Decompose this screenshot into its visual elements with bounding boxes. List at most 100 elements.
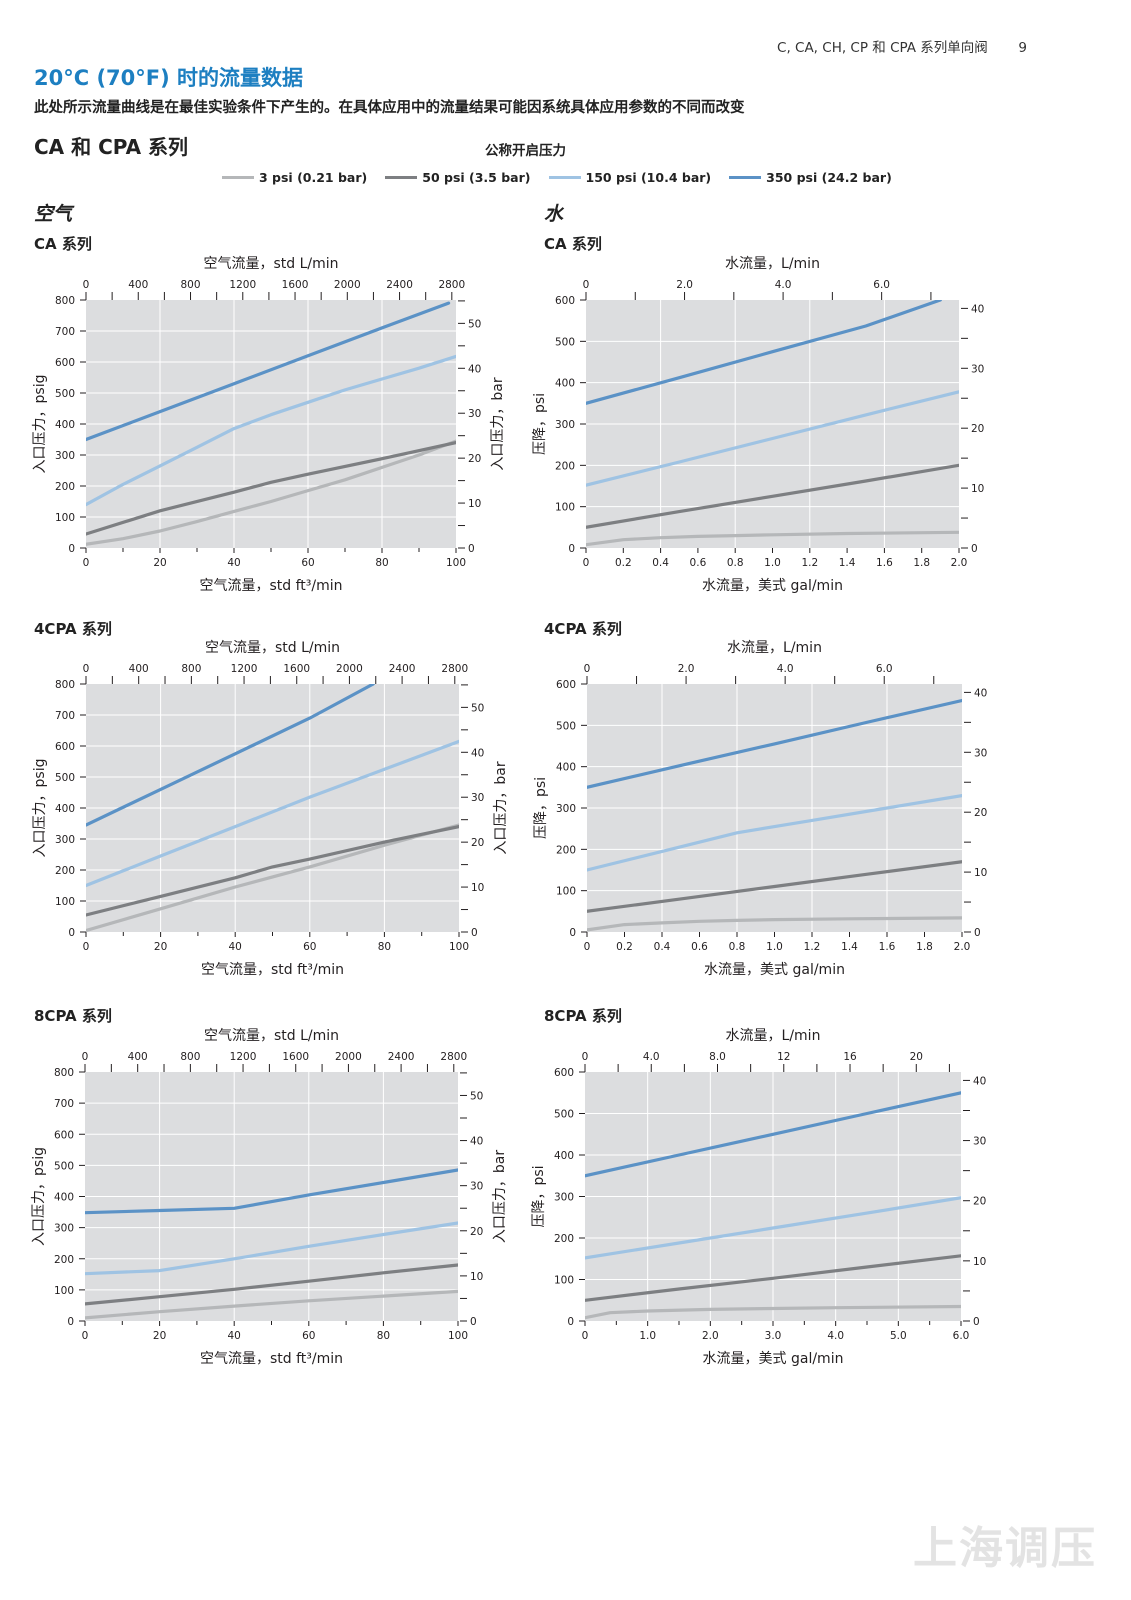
- y-tick-label-air-4cpa: 600: [55, 741, 75, 753]
- x-tick-label-air-4cpa: 60: [303, 941, 316, 953]
- x-tick-label-water-8cpa: 0: [582, 1330, 589, 1342]
- running-title: C, CA, CH, CP 和 CPA 系列单向阀: [777, 40, 988, 56]
- legend-label-3psi: 3 psi (0.21 bar): [259, 169, 368, 185]
- x-tick-label-water-8cpa: 5.0: [890, 1330, 907, 1342]
- x-axis-title-air-4cpa: 空气流量，std ft³/min: [201, 962, 344, 978]
- y-tick-label-air-8cpa: 800: [54, 1067, 74, 1079]
- series-line-150psi-air-ca: [86, 354, 456, 507]
- y2-tick-label-air-ca: 50: [468, 318, 481, 330]
- y2-tick-label-air-ca: 20: [468, 453, 481, 465]
- y-tick-label-water-4cpa: 300: [556, 803, 576, 815]
- series-line-150psi-water-4cpa: [587, 793, 962, 872]
- x2-axis-title-water-8cpa: 水流量，L/min: [726, 1028, 821, 1044]
- column-heading-water: 水: [544, 203, 564, 225]
- x2-axis-title-air-4cpa: 空气流量，std L/min: [205, 640, 340, 656]
- x2-tick-label-air-8cpa: 1200: [230, 1051, 257, 1063]
- y-tick-label-air-ca: 300: [55, 450, 75, 462]
- y2-tick-label-air-4cpa: 10: [471, 882, 484, 894]
- x-tick-label-water-ca: 0.8: [727, 557, 744, 569]
- x-tick-label-water-ca: 1.0: [764, 557, 781, 569]
- x2-tick-label-air-8cpa: 400: [128, 1051, 148, 1063]
- y-tick-label-air-8cpa: 300: [54, 1223, 74, 1235]
- series-line-350psi-air-8cpa: [85, 1168, 458, 1215]
- y2-tick-label-air-8cpa: 30: [470, 1181, 483, 1193]
- y-tick-label-air-ca: 700: [55, 326, 75, 338]
- x2-tick-label-water-8cpa: 0: [582, 1051, 589, 1063]
- y2-tick-label-water-8cpa: 30: [973, 1136, 986, 1148]
- series-line-350psi-water-4cpa: [587, 698, 962, 789]
- x-tick-label-air-4cpa: 0: [83, 941, 90, 953]
- y2-tick-label-air-4cpa: 0: [471, 927, 478, 939]
- series-line-3psi-air-4cpa: [86, 823, 459, 932]
- x2-tick-label-air-4cpa: 2000: [336, 663, 363, 675]
- y-tick-label-water-4cpa: 400: [556, 762, 576, 774]
- y-tick-label-air-8cpa: 0: [67, 1316, 74, 1328]
- y-tick-label-air-8cpa: 600: [54, 1129, 74, 1141]
- page-number: 9: [1018, 40, 1027, 56]
- y-tick-label-air-ca: 100: [55, 512, 75, 524]
- x2-tick-label-water-ca: 0: [583, 279, 590, 291]
- y2-tick-label-air-8cpa: 0: [470, 1316, 477, 1328]
- x-tick-label-water-4cpa: 2.0: [954, 941, 971, 953]
- y2-axis-title-air-8cpa: 入口压力，bar: [492, 1150, 508, 1243]
- x2-axis-title-water-4cpa: 水流量，L/min: [727, 640, 822, 656]
- x2-tick-label-water-ca: 6.0: [873, 279, 890, 291]
- series-line-3psi-water-8cpa: [585, 1304, 961, 1320]
- x2-tick-label-water-4cpa: 4.0: [777, 663, 794, 675]
- series-line-150psi-air-4cpa: [86, 739, 459, 888]
- x-tick-label-water-8cpa: 3.0: [765, 1330, 782, 1342]
- x-tick-label-water-ca: 1.6: [876, 557, 893, 569]
- x-tick-label-air-8cpa: 100: [448, 1330, 468, 1342]
- x2-tick-label-air-8cpa: 800: [180, 1051, 200, 1063]
- y-tick-label-water-8cpa: 600: [554, 1067, 574, 1079]
- y-tick-label-water-8cpa: 100: [554, 1275, 574, 1287]
- x2-tick-label-air-ca: 2800: [438, 279, 465, 291]
- x2-tick-label-air-ca: 0: [83, 279, 90, 291]
- x-tick-label-water-8cpa: 6.0: [953, 1330, 970, 1342]
- x2-tick-label-water-4cpa: 0: [584, 663, 591, 675]
- legend-item-3psi: 3 psi (0.21 bar): [222, 170, 367, 185]
- y2-tick-label-air-ca: 30: [468, 408, 481, 420]
- x-tick-label-water-4cpa: 1.0: [766, 941, 783, 953]
- legend-label-350psi: 350 psi (24.2 bar): [766, 169, 892, 185]
- x-tick-label-water-4cpa: 0.2: [616, 941, 633, 953]
- page-title: 20°C (70°F) 时的流量数据: [34, 66, 304, 90]
- series-line-3psi-air-8cpa: [85, 1289, 458, 1320]
- y2-tick-label-water-ca: 10: [971, 483, 984, 495]
- y-tick-label-air-8cpa: 700: [54, 1098, 74, 1110]
- series-line-50psi-water-8cpa: [585, 1254, 961, 1302]
- y-tick-label-water-8cpa: 200: [554, 1233, 574, 1245]
- series-line-3psi-air-ca: [86, 439, 456, 546]
- legend-swatch-50psi: [385, 175, 418, 179]
- x-axis-title-water-4cpa: 水流量，美式 gal/min: [704, 962, 845, 978]
- watermark: 上海调压: [913, 1523, 1097, 1574]
- y2-tick-label-air-8cpa: 50: [470, 1090, 483, 1102]
- y-tick-label-air-ca: 500: [55, 388, 75, 400]
- y-tick-label-air-4cpa: 300: [55, 834, 75, 846]
- y2-tick-label-water-ca: 30: [971, 363, 984, 375]
- x-axis-title-air-ca: 空气流量，std ft³/min: [199, 578, 342, 594]
- y-tick-label-air-4cpa: 100: [55, 896, 75, 908]
- y2-tick-label-water-4cpa: 30: [974, 747, 987, 759]
- x-tick-label-water-ca: 0: [583, 557, 590, 569]
- y-tick-label-air-8cpa: 500: [54, 1160, 74, 1172]
- x2-tick-label-air-8cpa: 2000: [335, 1051, 362, 1063]
- y2-tick-label-water-ca: 40: [971, 303, 984, 315]
- x-tick-label-water-ca: 2.0: [951, 557, 968, 569]
- y-tick-label-water-ca: 0: [568, 543, 575, 555]
- legend-item-150psi: 150 psi (10.4 bar): [548, 170, 711, 185]
- x-tick-label-water-8cpa: 1.0: [639, 1330, 656, 1342]
- y-tick-label-water-8cpa: 400: [554, 1150, 574, 1162]
- x-tick-label-water-4cpa: 1.8: [916, 941, 933, 953]
- y-axis-title-air-ca: 入口压力，psig: [32, 375, 48, 474]
- y-tick-label-air-4cpa: 800: [55, 679, 75, 691]
- section-heading: CA 和 CPA 系列: [34, 135, 189, 159]
- series-line-350psi-water-8cpa: [585, 1091, 961, 1178]
- x2-tick-label-air-8cpa: 0: [82, 1051, 89, 1063]
- series-line-50psi-water-ca: [586, 463, 959, 529]
- x-tick-label-water-4cpa: 0.6: [691, 941, 708, 953]
- x2-tick-label-water-8cpa: 12: [777, 1051, 790, 1063]
- y2-tick-label-water-4cpa: 40: [974, 687, 987, 699]
- y2-tick-label-air-8cpa: 10: [470, 1271, 483, 1283]
- y-tick-label-water-4cpa: 500: [556, 720, 576, 732]
